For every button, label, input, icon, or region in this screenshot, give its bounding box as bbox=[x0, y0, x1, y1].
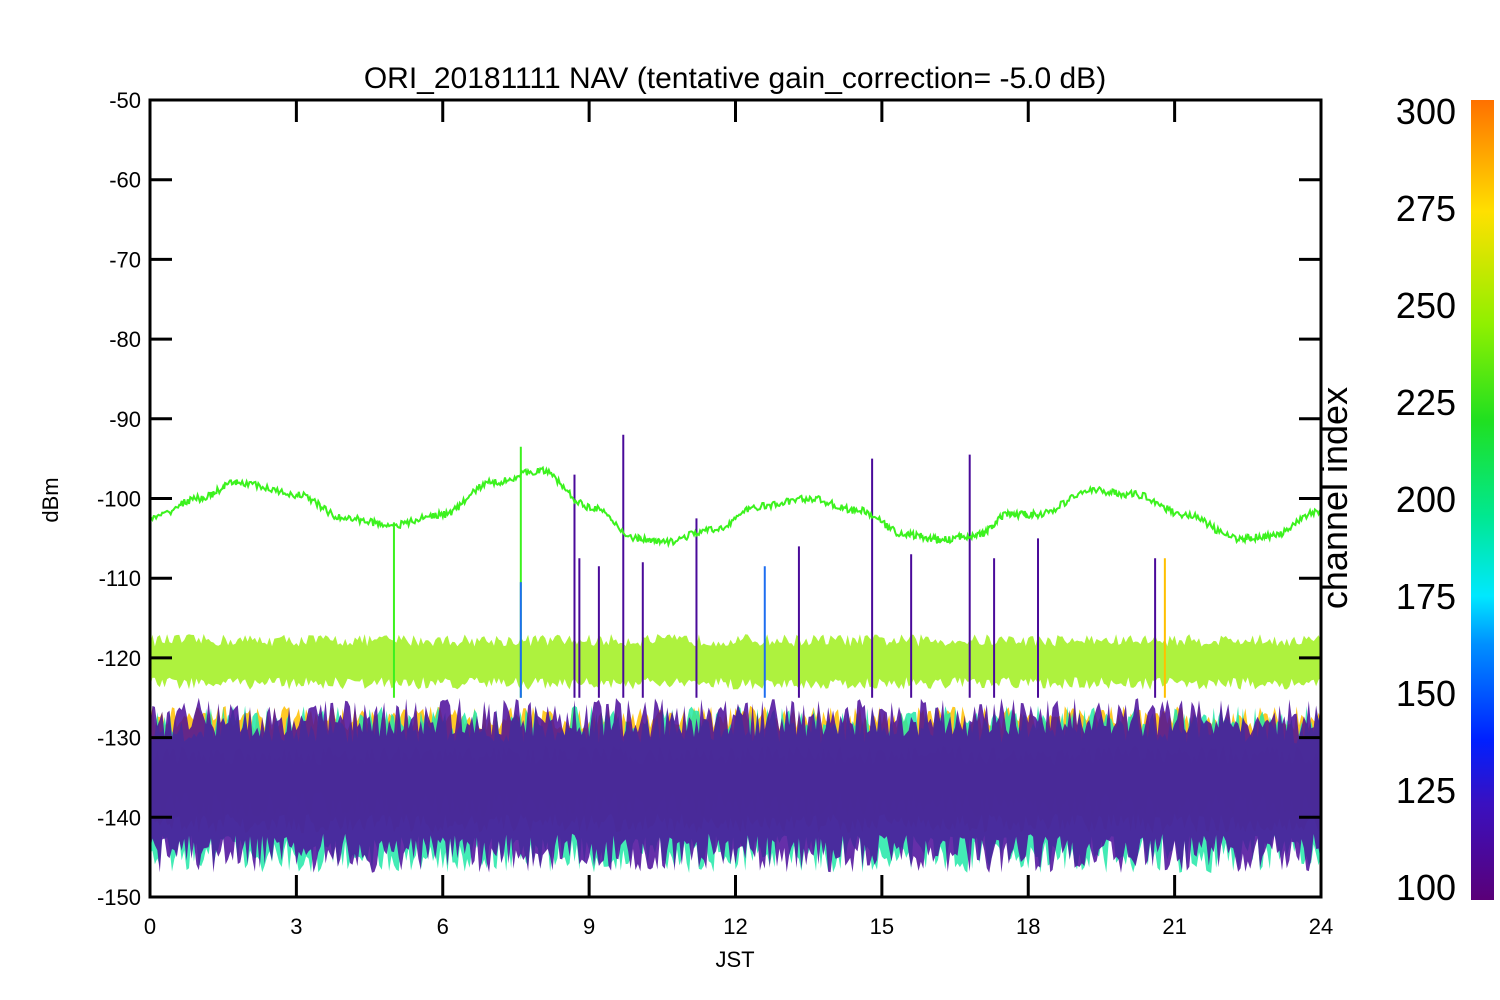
x-tick-label-6: 18 bbox=[1016, 914, 1040, 939]
axes: 0 3 6 9 12 15 18 21 24 -50 -60 -70 -80 -90 -100 -110 -12… bbox=[97, 88, 1333, 939]
y-tick-label-6: -110 bbox=[99, 566, 141, 591]
x-tick-label-0: 0 bbox=[144, 914, 156, 939]
series-band-120 bbox=[150, 697, 1321, 873]
x-axis-label: JST bbox=[715, 947, 754, 972]
plot-data bbox=[150, 434, 1321, 873]
y-tick-label-9: -140 bbox=[97, 805, 141, 830]
y-tick-label-4: -90 bbox=[109, 407, 141, 432]
x-tick-label-4: 12 bbox=[723, 914, 747, 939]
x-tick-label-8: 24 bbox=[1309, 914, 1333, 939]
colorbar-tick-label-4: 200 bbox=[1396, 479, 1456, 520]
colorbar-tick-label-2: 150 bbox=[1396, 673, 1456, 714]
colorbar-tick-label-8: 300 bbox=[1396, 91, 1456, 132]
colorbar-tick-label-6: 250 bbox=[1396, 285, 1456, 326]
x-tick-label-7: 21 bbox=[1162, 914, 1186, 939]
colorbar-label: channel index bbox=[1314, 387, 1355, 609]
y-tick-label-3: -80 bbox=[109, 327, 141, 352]
colorbar-tick-label-7: 275 bbox=[1396, 188, 1456, 229]
x-tick-label-2: 6 bbox=[437, 914, 449, 939]
y-tick-label-5: -100 bbox=[97, 487, 141, 512]
y-tick-label-7: -120 bbox=[97, 646, 141, 671]
colorbar-tick-label-5: 225 bbox=[1396, 382, 1456, 423]
colorbar bbox=[1471, 100, 1494, 900]
x-tick-label-5: 15 bbox=[870, 914, 894, 939]
x-tick-label-3: 9 bbox=[583, 914, 595, 939]
y-tick-label-10: -150 bbox=[97, 885, 141, 910]
series-line-240 bbox=[150, 465, 1321, 549]
colorbar-tick-label-0: 100 bbox=[1396, 867, 1456, 908]
x-tick-label-1: 3 bbox=[290, 914, 302, 939]
series-band-255 bbox=[150, 634, 1321, 690]
colorbar-ticks: 100 125 150 175 200 225 250 275 300 bbox=[1396, 91, 1456, 908]
chart-title: ORI_20181111 NAV (tentative gain_correct… bbox=[364, 62, 1106, 95]
y-axis-label: dBm bbox=[38, 477, 63, 522]
y-tick-label-8: -130 bbox=[97, 726, 141, 751]
y-tick-label-0: -50 bbox=[109, 88, 141, 113]
y-tick-label-2: -70 bbox=[109, 247, 141, 272]
colorbar-tick-label-3: 175 bbox=[1396, 576, 1456, 617]
y-tick-label-1: -60 bbox=[109, 168, 141, 193]
colorbar-tick-label-1: 125 bbox=[1396, 770, 1456, 811]
